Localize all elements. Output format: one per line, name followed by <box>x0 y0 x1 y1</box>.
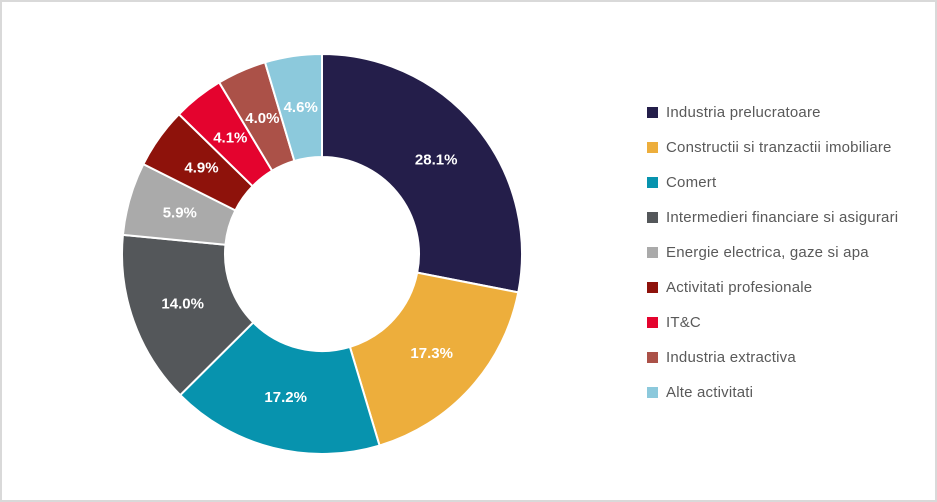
legend-item: Industria extractiva <box>647 347 898 368</box>
legend-item-label: Intermedieri financiare si asigurari <box>666 209 899 226</box>
legend-item: IT&C <box>647 312 898 333</box>
legend-item-label: Activitati profesionale <box>666 279 813 296</box>
legend-color-swatch <box>647 317 658 328</box>
legend-item-label: Constructii si tranzactii imobiliare <box>666 139 892 156</box>
legend-color-swatch <box>647 352 658 363</box>
legend-item: Activitati profesionale <box>647 277 898 298</box>
slice-data-label: 17.2% <box>264 389 307 406</box>
legend-item-label: IT&C <box>666 314 701 331</box>
legend-item: Intermedieri financiare si asigurari <box>647 207 898 228</box>
legend-item: Constructii si tranzactii imobiliare <box>647 137 898 158</box>
legend-item: Alte activitati <box>647 382 898 403</box>
legend-item-label: Industria extractiva <box>666 349 796 366</box>
legend-item-label: Comert <box>666 174 717 191</box>
legend-color-swatch <box>647 212 658 223</box>
legend-item-label: Industria prelucratoare <box>666 104 821 121</box>
legend-color-swatch <box>647 247 658 258</box>
slice-data-label: 4.6% <box>284 99 318 116</box>
slice-data-label: 4.1% <box>213 129 247 146</box>
donut-slice-2 <box>348 271 520 447</box>
legend-color-swatch <box>647 387 658 398</box>
slice-data-label: 17.3% <box>410 345 453 362</box>
legend-item: Energie electrica, gaze si apa <box>647 242 898 263</box>
donut-slice-1 <box>321 53 523 294</box>
legend-item: Comert <box>647 172 898 193</box>
slice-data-label: 5.9% <box>163 205 197 222</box>
legend-color-swatch <box>647 282 658 293</box>
legend-item-label: Alte activitati <box>666 384 754 401</box>
slice-data-label: 28.1% <box>415 151 458 168</box>
donut-slice-9 <box>264 53 323 163</box>
legend-color-swatch <box>647 177 658 188</box>
slice-data-label: 14.0% <box>161 295 204 312</box>
legend-item: Industria prelucratoare <box>647 102 898 123</box>
legend-color-swatch <box>647 107 658 118</box>
legend-color-swatch <box>647 142 658 153</box>
legend-item-label: Energie electrica, gaze si apa <box>666 244 869 261</box>
donut-slice-3 <box>179 321 381 455</box>
slice-data-label: 4.0% <box>245 110 279 127</box>
legend: Industria prelucratoare Constructii si tr… <box>647 102 898 403</box>
slice-data-label: 4.9% <box>184 160 218 177</box>
